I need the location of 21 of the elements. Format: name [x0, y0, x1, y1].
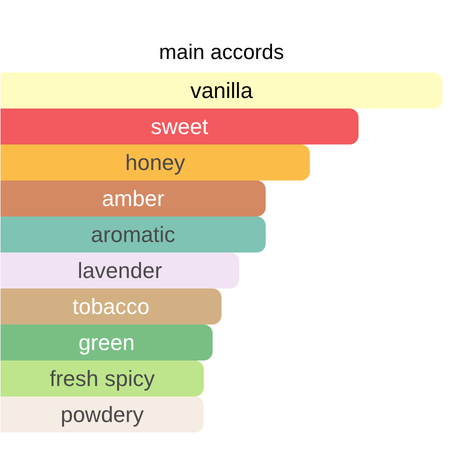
bar — [0, 144, 310, 180]
y-tick-label: fresh spicy — [50, 366, 155, 391]
y-tick-label: honey — [125, 150, 186, 175]
y-tick-label: tobacco — [72, 294, 150, 319]
y-tick-label: powdery — [60, 402, 144, 427]
bar — [0, 72, 442, 108]
y-tick-label: amber — [102, 186, 164, 211]
bar — [0, 180, 266, 216]
y-tick-label: vanilla — [190, 78, 254, 103]
bar — [0, 324, 213, 360]
bar — [0, 360, 204, 396]
y-tick-label: sweet — [150, 114, 208, 139]
bar — [0, 396, 204, 432]
bar — [0, 216, 266, 252]
bar — [0, 288, 222, 324]
bar — [0, 252, 240, 288]
y-tick-label: aromatic — [90, 222, 176, 247]
bar — [0, 108, 359, 144]
y-tick-label: green — [78, 330, 135, 355]
chart-title: main accords — [159, 41, 284, 64]
y-tick-label: lavender — [78, 258, 162, 283]
